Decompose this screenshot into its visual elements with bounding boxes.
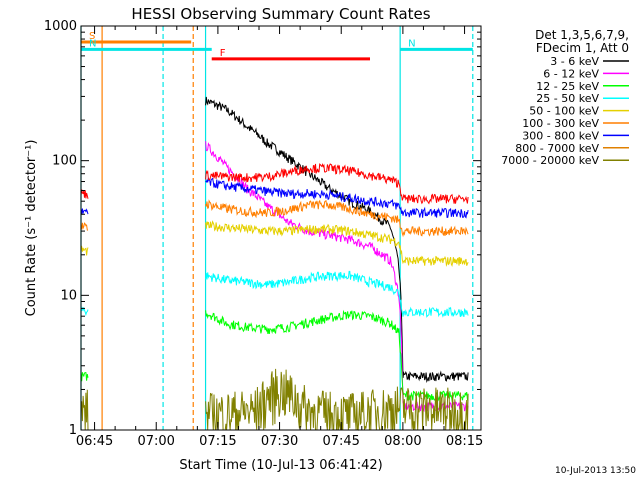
flag-label-2: N [408,38,415,49]
x-axis-label: Start Time (10-Jul-13 06:41:42) [179,458,382,473]
legend-label-3: 25 - 50 keV [536,92,599,105]
legend-label-2: 12 - 25 keV [536,80,599,93]
series-line-9 [80,162,469,205]
series-line-5 [80,199,469,238]
timestamp: 10-Jul-2013 13:50 [555,466,636,476]
y-tick-label-2: 100 [52,154,77,169]
legend-label-6: 300 - 800 keV [522,129,599,142]
series-line-8 [80,368,469,431]
legend-label-8: 7000 - 20000 keV [501,154,599,167]
flag-label-0: S [89,31,95,42]
axes: 1 10 100 1000 06:45 07:00 07:15 07:30 07:45 08:00… [44,19,483,449]
flag-bars: SN NF [81,31,473,61]
x-tick-label-0: 06:45 [76,434,113,449]
series-line-4 [80,220,469,268]
x-tick-label-6: 08:15 [446,434,483,449]
legend-label-7: 800 - 7000 keV [515,142,599,155]
legend-header-1: Det 1,3,5,6,7,9, [535,28,629,42]
x-tick-label-3: 07:30 [261,434,298,449]
legend: Det 1,3,5,6,7,9, FDecim 1, Att 0 3 - 6 k… [501,28,629,167]
flag-vlines [80,26,474,430]
series-line-6 [80,177,469,219]
flag-label-3: F [220,48,226,59]
flag-label-1: N [89,38,96,49]
y-tick-label-0: 1 [69,423,77,438]
y-tick-label-3: 1000 [44,19,77,34]
y-axis-label: Count Rate (s⁻¹ detector⁻¹) [24,140,39,317]
legend-label-5: 100 - 300 keV [522,117,599,130]
x-tick-label-5: 08:00 [384,434,421,449]
series-line-3 [80,270,469,318]
legend-label-0: 3 - 6 keV [550,55,599,68]
legend-label-4: 50 - 100 keV [529,105,599,118]
legend-label-1: 6 - 12 keV [543,67,599,80]
legend-header-2: FDecim 1, Att 0 [536,41,629,55]
series-line-1 [205,141,469,413]
x-tick-label-1: 07:00 [137,434,174,449]
x-tick-label-4: 07:45 [322,434,359,449]
x-tick-label-2: 07:15 [199,434,236,449]
y-tick-label-1: 10 [60,288,77,303]
series-group [80,96,469,431]
plot-frame [80,25,482,431]
chart-title: HESSI Observing Summary Count Rates [131,5,430,23]
